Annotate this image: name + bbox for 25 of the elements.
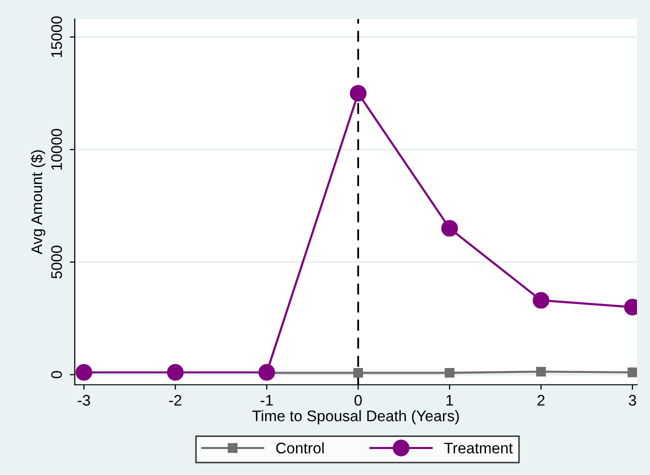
y-axis-title: Avg Amount ($) bbox=[30, 150, 46, 254]
point bbox=[441, 220, 458, 237]
x-tick-label: -2 bbox=[169, 394, 182, 406]
point bbox=[628, 368, 637, 378]
point bbox=[353, 368, 364, 378]
x-tick-label: -1 bbox=[260, 395, 273, 406]
y-tick-label: 0 bbox=[51, 370, 62, 378]
point bbox=[76, 364, 92, 381]
point bbox=[536, 366, 546, 377]
point bbox=[532, 292, 550, 309]
y-tick-label: 10000 bbox=[51, 128, 62, 170]
legend-label: Control bbox=[276, 442, 324, 454]
point bbox=[258, 364, 276, 381]
legend-label: Treatment bbox=[444, 442, 513, 454]
x-tick-label: 2 bbox=[538, 394, 544, 406]
point bbox=[350, 84, 366, 102]
point bbox=[444, 368, 454, 378]
x-tick-label: -3 bbox=[78, 394, 90, 406]
x-tick-label: 3 bbox=[628, 394, 636, 406]
y-tick-label: 15000 bbox=[51, 16, 62, 58]
point bbox=[166, 364, 184, 381]
x-axis-title: Time to Spousal Death (Years) bbox=[252, 410, 459, 424]
x-tick-label: 1 bbox=[446, 395, 454, 406]
y-tick-label: 5000 bbox=[51, 246, 62, 278]
x-tick-label: 0 bbox=[354, 394, 362, 406]
